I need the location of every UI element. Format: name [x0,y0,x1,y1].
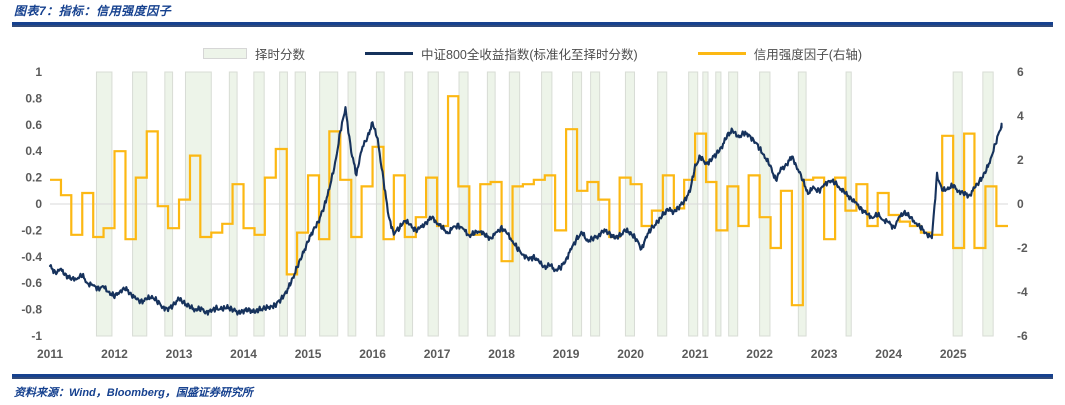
navy-line-swatch-icon [365,51,413,55]
footer-divider [12,374,1053,377]
axis-tick-labels: 1 0.8 0.6 0.4 0.2 0 -0.2 -0.4 -0.6 -0.8 -1 6 4 2 0 -2 -4… [21,65,1028,361]
legend-label-factor: 信用强度因子(右轴) [753,47,863,62]
x-axis-tick: 2014 [230,347,257,361]
left-axis-tick: -0.6 [21,276,42,290]
chart-svg: 1 0.8 0.6 0.4 0.2 0 -0.2 -0.4 -0.6 -0.8 -1 6 4 2 0 -2 -4… [21,65,1028,361]
right-axis-tick: -6 [1017,329,1028,343]
right-axis-tick: -4 [1017,285,1028,299]
x-axis-tick: 2015 [295,347,322,361]
left-axis-tick: 0 [35,197,42,211]
band-swatch-icon [202,47,247,59]
index-line [48,106,1003,316]
left-axis-tick: -1 [31,329,42,343]
left-axis-tick: 1 [35,65,42,79]
x-axis-tick: 2020 [617,347,644,361]
right-axis-tick: 2 [1017,153,1024,167]
legend-label-index: 中证800全收益指数(标准化至择时分数) [421,47,638,62]
chart-plot-area: 1 0.8 0.6 0.4 0.2 0 -0.2 -0.4 -0.6 -0.8 -1 6 4 2 0 -2 -4… [0,64,1065,364]
csi800-index-series [48,106,1003,316]
left-axis-tick: -0.4 [21,250,42,264]
legend-item-index[interactable]: 中证800全收益指数(标准化至择时分数) [365,44,638,63]
x-axis-tick: 2018 [488,347,515,361]
figure-title: 图表7：指标：信用强度因子 [14,4,172,18]
right-axis-tick: 0 [1017,197,1024,211]
orange-line-swatch-icon [697,51,746,55]
left-axis-tick: 0.8 [25,91,42,105]
x-axis-tick: 2022 [746,347,773,361]
legend-item-band[interactable]: 择时分数 [202,44,305,63]
x-axis-tick: 2011 [37,347,63,361]
title-divider-shadow [12,25,1053,27]
left-axis-tick: 0.6 [25,118,42,132]
legend-item-factor[interactable]: 信用强度因子(右轴) [697,44,863,63]
left-axis-tick: -0.2 [21,223,42,237]
x-axis-tick: 2016 [359,347,386,361]
chart-legend: 择时分数 中证800全收益指数(标准化至择时分数) 信用强度因子(右轴) [0,40,1065,66]
footer-divider-shadow [12,377,1053,379]
left-axis-tick: 0.4 [25,144,42,158]
x-axis-tick: 2019 [553,347,580,361]
x-axis-tick: 2017 [424,347,451,361]
x-axis-tick: 2024 [875,347,902,361]
right-axis-tick: -2 [1017,241,1028,255]
right-axis-tick: 4 [1017,109,1024,123]
figure-source: 资料来源：Wind，Bloomberg，国盛证券研究所 [14,387,253,399]
title-divider [12,22,1053,25]
x-axis-tick: 2021 [682,347,709,361]
x-axis-tick: 2023 [811,347,838,361]
x-axis-tick: 2025 [940,347,967,361]
left-axis-tick: -0.8 [21,303,42,317]
x-axis-tick: 2012 [101,347,128,361]
right-axis-tick: 6 [1017,65,1024,79]
left-axis-tick: 0.2 [25,171,42,185]
legend-label-band: 择时分数 [254,47,305,62]
x-axis-tick: 2013 [166,347,193,361]
